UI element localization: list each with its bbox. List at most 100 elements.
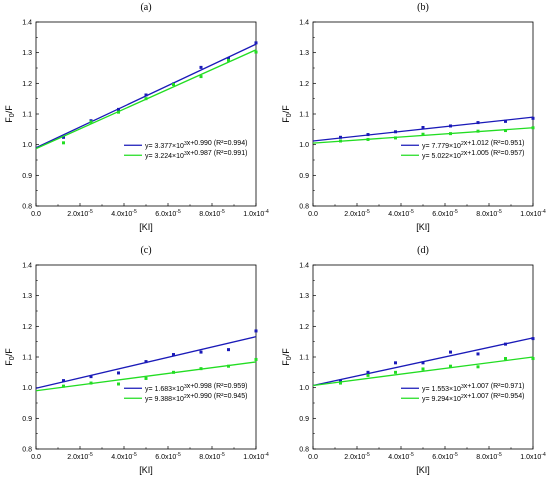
data-point [227,56,230,60]
x-tick-label: 6.0x10-5 [432,209,458,218]
y-axis-label: F0/F [281,348,293,366]
x-tick-label: 0.0 [31,211,41,218]
panel-title: (a) [140,2,151,13]
data-point [366,137,370,141]
data-point [62,141,65,145]
y-tick-label: 0.9 [22,173,32,180]
plot-frame [35,264,257,450]
y-tick-label: 0.8 [22,447,32,454]
x-axis-label: [KI] [416,465,430,475]
x-tick-label: 2.0x10-5 [67,452,93,461]
x-tick-label: 0.0 [308,454,318,461]
data-point [449,364,452,368]
data-point [504,342,507,346]
data-point [449,350,452,354]
data-point [117,382,120,386]
data-point [62,384,65,388]
y-tick-label: 1.0 [299,385,309,392]
data-point [172,370,175,374]
data-point [421,125,425,129]
data-point [339,381,342,385]
data-point [199,350,203,354]
data-point [476,365,480,369]
x-tick-label: 8.0x10-5 [199,209,225,218]
data-point [449,124,452,128]
data-point [421,132,425,136]
x-tick-label: 0.0 [31,454,41,461]
x-tick-label: 4.0x10-5 [388,452,414,461]
y-tick-label: 0.9 [299,416,309,423]
data-point [449,132,452,136]
x-tick-label: 1.0x10-4 [243,209,269,218]
data-point [339,379,342,383]
fit-line-blue [312,116,534,142]
chart-panel-2: (b) 0.8 0.9 1.0 1.1 1.2 1.3 1.4 0.0 2.0x10-5 4.0x1… [281,2,546,232]
legend-entry-label: y= 7.779×102x+1.012 (R²=0.951) [422,140,524,150]
x-tick-label: 1.0x10-4 [520,452,546,461]
y-tick-label: 1.2 [22,324,32,331]
data-point [89,375,93,379]
y-tick-label: 1.2 [299,81,309,88]
legend-entry-label: y= 1.553×103x+1.007 (R²=0.971) [422,383,524,393]
data-point [476,129,480,133]
data-point [172,83,175,87]
data-point [504,119,507,123]
chart-panel-1: (a) 0.8 0.9 1.0 1.1 1.2 1.3 1.4 0.0 2.0x10-5 4.0x1… [4,2,269,232]
x-axis-label: [KI] [139,465,153,475]
x-tick-label: 8.0x10-5 [476,209,502,218]
x-tick-label: 2.0x10-5 [67,209,93,218]
y-tick-label: 1.3 [299,293,309,300]
data-point [89,381,93,385]
y-axis-label: F0/F [4,105,16,123]
x-tick-label: 6.0x10-5 [432,452,458,461]
y-tick-label: 0.9 [22,416,32,423]
panel-title: (d) [417,245,429,256]
data-point [394,370,397,374]
plot-frame [312,21,534,207]
data-point [172,353,175,357]
y-tick-label: 0.8 [299,204,309,211]
data-point [254,357,258,361]
y-tick-label: 1.2 [22,81,32,88]
legend-entry-label: y= 1.683×103x+0.998 (R²=0.959) [145,383,247,393]
x-tick-label: 4.0x10-5 [388,209,414,218]
x-tick-label: 2.0x10-5 [344,209,370,218]
data-point [394,130,397,134]
y-tick-label: 1.1 [22,355,32,362]
y-tick-label: 1.0 [22,385,32,392]
data-point [531,126,535,130]
legend-entry-label: y= 9.294×102x+1.007 (R²=0.954) [422,393,524,403]
y-tick-label: 1.4 [299,263,309,270]
plot-frame [312,264,534,450]
y-tick-label: 0.8 [22,204,32,211]
fit-line-green [35,361,257,392]
y-tick-label: 1.3 [299,50,309,57]
y-tick-label: 0.9 [299,173,309,180]
y-tick-label: 1.0 [299,142,309,149]
y-tick-label: 1.1 [22,112,32,119]
data-point [421,361,425,365]
data-point [62,135,65,139]
plot-frame [35,21,257,207]
y-tick-label: 1.4 [22,263,32,270]
data-point [254,329,258,333]
data-point [254,41,258,45]
data-point [421,367,425,371]
x-tick-label: 8.0x10-5 [199,452,225,461]
data-point [89,120,93,124]
x-tick-label: 6.0x10-5 [155,452,181,461]
data-point [504,357,507,361]
data-point [117,110,120,114]
y-axis-label: F0/F [4,348,16,366]
data-point [531,116,535,120]
legend-entry-label: y= 9.388×102x+0.990 (R²=0.945) [145,393,247,403]
data-point [199,65,203,69]
data-point [227,348,230,352]
chart-panel-3: (c) 0.8 0.9 1.0 1.1 1.2 1.3 1.4 0.0 2.0x10-5 4.0x1… [4,245,269,475]
data-point [504,129,507,133]
data-point [117,371,120,375]
y-tick-label: 0.8 [299,447,309,454]
y-tick-label: 1.4 [22,20,32,27]
data-point [227,364,230,368]
